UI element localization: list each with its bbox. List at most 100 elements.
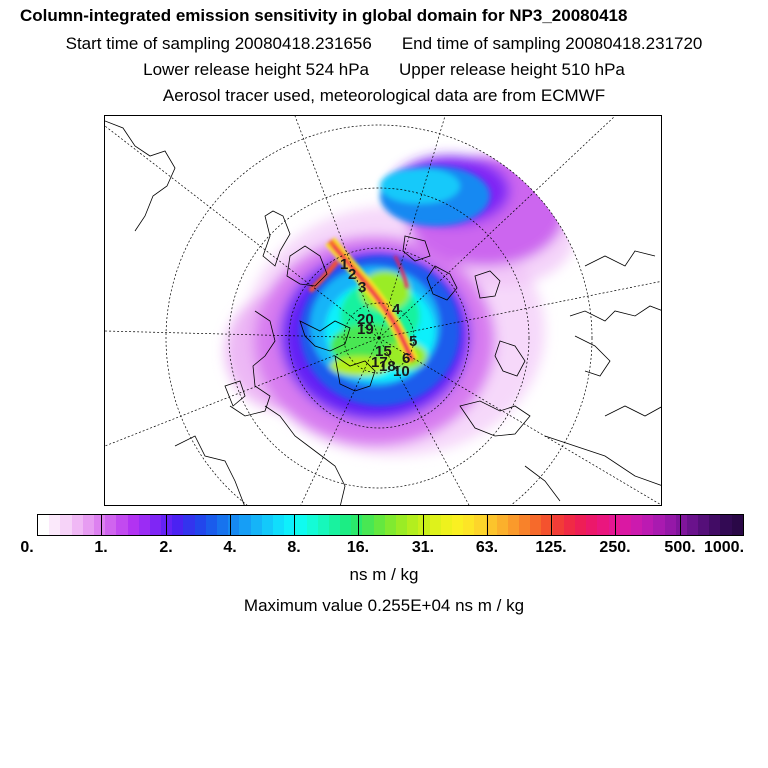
colorbar-cell (306, 515, 318, 535)
colorbar-cell (149, 515, 162, 535)
colorbar-cell (463, 515, 475, 535)
colorbar-tick (680, 514, 681, 536)
colorbar-tick (294, 514, 295, 536)
colorbar-cell (205, 515, 217, 535)
site-label: 3 (358, 279, 366, 296)
colorbar-cell (261, 515, 273, 535)
colorbar-tick-label: 16. (346, 539, 370, 556)
colorbar-cell (116, 515, 128, 535)
colorbar-cell (60, 515, 72, 535)
site-label: 6 (402, 350, 410, 367)
upper-release-height: Upper release height 510 hPa (399, 60, 625, 79)
colorbar-cell (619, 515, 631, 535)
colorbar-cell (451, 515, 464, 535)
graticule (105, 116, 661, 505)
colorbar-cell (686, 515, 699, 535)
colorbar-cell (217, 515, 229, 535)
site-label: 5 (409, 333, 417, 350)
colorbar-cell (530, 515, 542, 535)
colorbar-tick-label: 4. (223, 539, 237, 556)
colorbar-cell (731, 515, 743, 535)
sensitivity-map: 1 2 3 4 5 6 10 15 17 18 19 20 (104, 115, 662, 506)
colorbar-cell (38, 515, 50, 535)
plot-title: Column-integrated emission sensitivity i… (20, 6, 628, 25)
site-labels: 1 2 3 4 5 6 10 15 17 18 19 20 (340, 256, 417, 380)
colorbar-cell (351, 515, 363, 535)
colorbar-cell (183, 515, 195, 535)
colorbar-cell (284, 515, 296, 535)
colorbar-tick-label: 2. (159, 539, 173, 556)
site-label: 2 (348, 266, 356, 283)
colorbar-cell (709, 515, 721, 535)
colorbar-cell (586, 515, 598, 535)
colorbar-cell (396, 515, 408, 535)
colorbar-cell (172, 515, 184, 535)
colorbar-tick (230, 514, 231, 536)
colorbar-cell (93, 515, 106, 535)
colorbar-cell (362, 515, 374, 535)
colorbar-cell (642, 515, 654, 535)
colorbar-tick (423, 514, 424, 536)
site-label: 20 (357, 311, 374, 328)
colorbar-cell (317, 515, 329, 535)
colorbar-tick-label: 1000. (703, 539, 745, 556)
colorbar-cell (127, 515, 139, 535)
colorbar-cell (541, 515, 553, 535)
colorbar-cell (328, 515, 341, 535)
colorbar-cell (429, 515, 441, 535)
colorbar-cell (630, 515, 643, 535)
colorbar-tick-label: 8. (287, 539, 301, 556)
colorbar-cell (194, 515, 206, 535)
colorbar-cell (138, 515, 150, 535)
colorbar-tick-label: 0. (20, 539, 34, 556)
coastlines (105, 120, 661, 505)
colorbar-tick-label: 250. (599, 539, 631, 556)
maximum-value: Maximum value 0.255E+04 ns m / kg (243, 596, 525, 615)
colorbar-tick (101, 514, 102, 536)
site-label: 15 (375, 343, 392, 360)
site-label: 1 (340, 256, 348, 273)
tracer-info: Aerosol tracer used, meteorological data… (162, 86, 606, 105)
colorbar-cell (563, 515, 575, 535)
colorbar-cell (407, 515, 419, 535)
colorbar-tick-label: 1. (94, 539, 108, 556)
site-label: 4 (392, 301, 401, 318)
colorbar-cell (485, 515, 497, 535)
start-time: Start time of sampling 20080418.231656 (65, 34, 372, 53)
colorbar-tick (166, 514, 167, 536)
end-time: End time of sampling 20080418.231720 (401, 34, 703, 53)
map-canvas: 1 2 3 4 5 6 10 15 17 18 19 20 (105, 116, 661, 505)
colorbar-cell (496, 515, 508, 535)
colorbar-cell (720, 515, 732, 535)
colorbar-cell (507, 515, 520, 535)
site-label: 10 (393, 363, 410, 380)
site-label: 17 (371, 354, 388, 371)
colorbar-cell (295, 515, 307, 535)
colorbar-tick (358, 514, 359, 536)
colorbar-tick-label: 63. (475, 539, 499, 556)
colorbar-cell (228, 515, 240, 535)
colorbar-cell (250, 515, 262, 535)
colorbar-tick-label: 125. (535, 539, 567, 556)
colorbar-cell (597, 515, 609, 535)
release-heights: Lower release height 524 hPa Upper releas… (0, 60, 768, 80)
site-label: 19 (357, 321, 374, 338)
colorbar-cell (340, 515, 352, 535)
colorbar-tick-label: 31. (411, 539, 435, 556)
colorbar-cell (82, 515, 94, 535)
colorbar-cell (384, 515, 396, 535)
sampling-times: Start time of sampling 20080418.231656 En… (0, 34, 768, 54)
colorbar-units: ns m / kg (349, 565, 419, 584)
colorbar-cell (239, 515, 251, 535)
colorbar-cell (608, 515, 620, 535)
colorbar-cell (373, 515, 385, 535)
colorbar-tick (487, 514, 488, 536)
colorbar-cell (49, 515, 61, 535)
lower-release-height: Lower release height 524 hPa (143, 60, 369, 79)
colorbar-cell (440, 515, 452, 535)
colorbar-cell (653, 515, 665, 535)
colorbar (37, 514, 744, 536)
colorbar-cell (474, 515, 486, 535)
colorbar-cell (698, 515, 710, 535)
colorbar-cell (71, 515, 83, 535)
